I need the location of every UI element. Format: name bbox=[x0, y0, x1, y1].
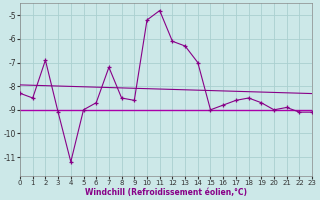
X-axis label: Windchill (Refroidissement éolien,°C): Windchill (Refroidissement éolien,°C) bbox=[85, 188, 247, 197]
